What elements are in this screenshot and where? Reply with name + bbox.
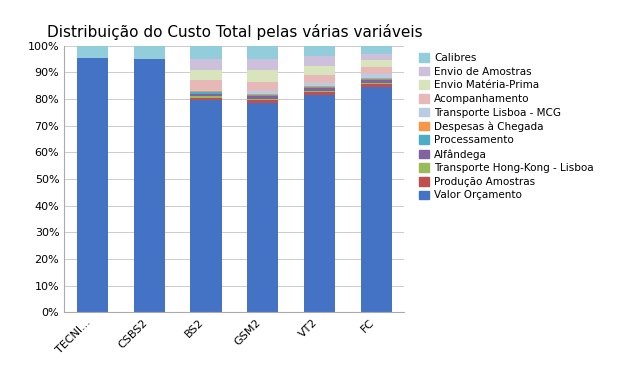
Bar	[361, 60, 392, 67]
Bar	[304, 83, 335, 86]
Bar	[247, 103, 278, 312]
Bar	[191, 80, 221, 90]
Bar	[191, 90, 221, 91]
Bar	[304, 95, 335, 312]
Bar	[361, 44, 392, 54]
Bar	[304, 86, 335, 87]
Bar	[247, 94, 278, 95]
Bar	[361, 78, 392, 79]
Bar	[247, 46, 278, 59]
Bar	[191, 59, 221, 70]
Bar	[191, 96, 221, 98]
Title: Distribuição do Custo Total pelas várias variáveis: Distribuição do Custo Total pelas várias…	[46, 24, 422, 40]
Bar	[361, 80, 392, 83]
Bar	[247, 95, 278, 96]
Bar	[191, 91, 221, 92]
Bar	[304, 56, 335, 66]
Bar	[304, 43, 335, 56]
Bar	[247, 99, 278, 100]
Bar	[247, 59, 278, 70]
Legend: Calibres, Envio de Amostras, Envio Matéria-Prima, Acompanhamento, Transporte Lis: Calibres, Envio de Amostras, Envio Matér…	[417, 51, 596, 203]
Bar	[304, 66, 335, 75]
Bar	[304, 88, 335, 91]
Bar	[191, 70, 221, 80]
Bar	[361, 67, 392, 74]
Bar	[304, 87, 335, 88]
Bar	[77, 46, 108, 58]
Bar	[134, 59, 165, 312]
Bar	[134, 46, 165, 59]
Bar	[361, 83, 392, 84]
Bar	[247, 70, 278, 82]
Bar	[361, 54, 392, 60]
Bar	[247, 82, 278, 91]
Bar	[361, 74, 392, 78]
Bar	[247, 96, 278, 99]
Bar	[191, 94, 221, 96]
Bar	[304, 75, 335, 83]
Bar	[361, 79, 392, 80]
Bar	[191, 100, 221, 312]
Bar	[304, 92, 335, 95]
Bar	[304, 91, 335, 92]
Bar	[191, 46, 221, 59]
Bar	[247, 91, 278, 94]
Bar	[361, 87, 392, 312]
Bar	[191, 98, 221, 100]
Bar	[77, 58, 108, 312]
Bar	[191, 92, 221, 94]
Bar	[247, 100, 278, 103]
Bar	[361, 84, 392, 87]
